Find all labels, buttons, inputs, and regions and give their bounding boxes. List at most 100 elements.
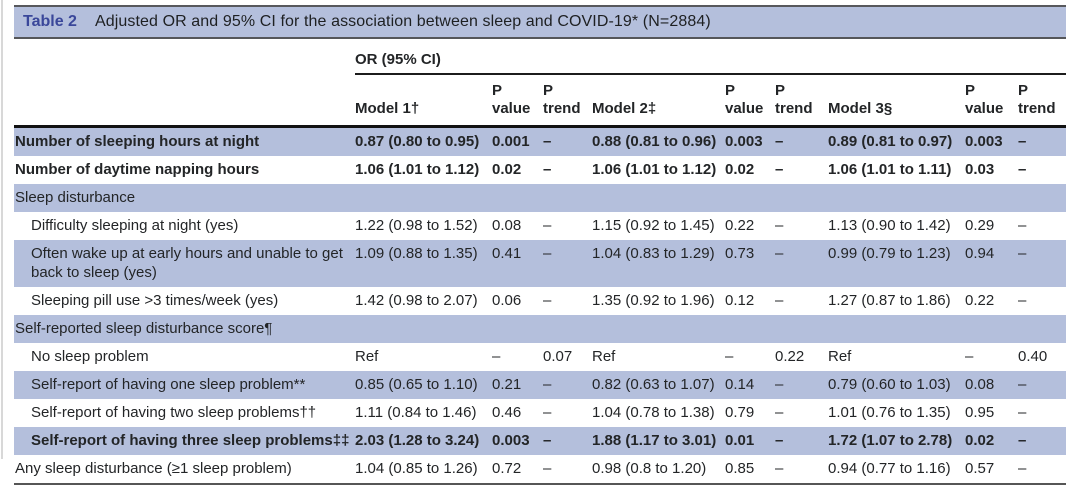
cell-value: – xyxy=(543,240,592,287)
cell-value: – xyxy=(1018,427,1067,455)
table-body: Number of sleeping hours at night 0.87 (0… xyxy=(14,126,1067,485)
cell-value: – xyxy=(775,292,784,309)
row-label: Sleeping pill use >3 times/week (yes) xyxy=(31,292,279,309)
cell-value: – xyxy=(725,348,734,365)
column-header: P value xyxy=(725,74,775,128)
cell-value: 1.42 (0.98 to 2.07) xyxy=(355,292,478,309)
cell-value: 0.21 xyxy=(492,371,543,399)
table-row: No sleep problem Ref – 0.07 Ref – 0.22 Ref – 0.40 xyxy=(14,343,1066,371)
cell-value: 0.02 xyxy=(965,427,1018,455)
row-label: No sleep problem xyxy=(31,348,149,365)
cell-value: – xyxy=(775,404,784,421)
cell-value: 0.01 xyxy=(725,427,775,455)
cell-value: 0.99 (0.79 to 1.23) xyxy=(828,240,965,287)
cell-value: – xyxy=(492,348,501,365)
column-header: Model 1† xyxy=(355,74,492,128)
cell-value: 1.09 (0.88 to 1.35) xyxy=(355,240,492,287)
table-row: Number of daytime napping hours 1.06 (1.0… xyxy=(14,156,1066,184)
column-header: P value xyxy=(965,74,1018,128)
cell-value: 0.003 xyxy=(725,126,775,156)
cell-value: 0.12 xyxy=(725,292,755,309)
cell-value: 0.02 xyxy=(725,161,755,178)
row-label: Often wake up at early hours and unable … xyxy=(14,240,355,287)
table-title-text: Adjusted OR and 95% CI for the associati… xyxy=(94,13,711,30)
cell-value: 1.06 (1.01 to 1.12) xyxy=(592,161,717,178)
cell-value: 1.22 (0.98 to 1.52) xyxy=(355,217,478,234)
cell-value: 1.15 (0.92 to 1.45) xyxy=(592,217,715,234)
cell-value: – xyxy=(1018,217,1027,234)
row-label: Number of sleeping hours at night xyxy=(14,126,355,156)
cell-value: 0.22 xyxy=(965,292,995,309)
cell-value: 1.06 (1.01 to 1.12) xyxy=(355,161,480,178)
cell-value: – xyxy=(1018,292,1027,309)
cell-value: 0.87 (0.80 to 0.95) xyxy=(355,126,492,156)
cell-value: Ref xyxy=(592,348,616,365)
section-header-row: Sleep disturbance xyxy=(14,184,1067,212)
cell-value: 0.85 (0.65 to 1.10) xyxy=(355,371,492,399)
cell-value: – xyxy=(543,126,592,156)
group-header-row: OR (95% CI) xyxy=(14,39,1067,75)
group-header-label: OR (95% CI) xyxy=(355,51,441,68)
section-header-filler xyxy=(355,184,1067,212)
cell-value: 2.03 (1.28 to 3.24) xyxy=(355,427,492,455)
cell-value: – xyxy=(1018,240,1067,287)
cell-value: 0.08 xyxy=(965,371,1018,399)
table-number-label: Table 2 xyxy=(23,13,77,30)
cell-value: 0.98 (0.8 to 1.20) xyxy=(592,455,725,485)
column-header: Model 3§ xyxy=(828,74,965,128)
cell-value: 0.02 xyxy=(492,161,522,178)
cell-value: 0.22 xyxy=(725,217,755,234)
cell-value: 1.35 (0.92 to 1.96) xyxy=(592,292,715,309)
cell-value: – xyxy=(775,371,828,399)
column-header: P trend xyxy=(1018,74,1067,128)
row-label: Self-report of having one sleep problem*… xyxy=(14,371,355,399)
cell-value: – xyxy=(543,371,592,399)
cell-value: Ref xyxy=(828,348,852,365)
row-label: Number of daytime napping hours xyxy=(15,161,260,178)
cell-value: – xyxy=(543,292,552,309)
cell-value: – xyxy=(543,404,552,421)
cell-value: – xyxy=(1018,161,1027,178)
cell-value: 0.40 xyxy=(1018,348,1048,365)
table-row: Self-report of having one sleep problem*… xyxy=(14,371,1067,399)
table-row: Sleeping pill use >3 times/week (yes) 1.4… xyxy=(14,287,1066,315)
cell-value: 0.85 xyxy=(725,455,775,485)
cell-value: – xyxy=(965,348,974,365)
cell-value: 0.82 (0.63 to 1.07) xyxy=(592,371,725,399)
cell-value: 1.88 (1.17 to 3.01) xyxy=(592,427,725,455)
table-row: Self-report of having three sleep proble… xyxy=(14,427,1067,455)
table-row: Difficulty sleeping at night (yes) 1.22 (… xyxy=(14,212,1066,240)
row-label: Self-reported sleep disturbance score¶ xyxy=(14,315,355,343)
table-title-bar: Table 2 Adjusted OR and 95% CI for the a… xyxy=(14,5,1066,39)
cell-value: 0.14 xyxy=(725,371,775,399)
table-row: Self-report of having two sleep problems… xyxy=(14,399,1066,427)
column-header: P value xyxy=(492,74,543,128)
cell-value: 0.94 (0.77 to 1.16) xyxy=(828,455,965,485)
cell-value: 1.11 (0.84 to 1.46) xyxy=(355,404,477,421)
column-header: P trend xyxy=(775,74,828,128)
row-label: Sleep disturbance xyxy=(14,184,355,212)
cell-value: – xyxy=(775,217,784,234)
cell-value: 1.13 (0.90 to 1.42) xyxy=(828,217,951,234)
section-header-filler xyxy=(355,315,1067,343)
cell-value: 0.07 xyxy=(543,348,573,365)
cell-value: – xyxy=(543,455,592,485)
cell-value: 0.72 xyxy=(492,455,543,485)
cell-value: 0.29 xyxy=(965,217,995,234)
cell-value: 0.79 xyxy=(725,404,755,421)
results-table: OR (95% CI) Model 1† P value P trend Model … xyxy=(14,39,1067,485)
cell-value: 1.01 (0.76 to 1.35) xyxy=(828,404,951,421)
cell-value: 0.001 xyxy=(492,126,543,156)
cell-value: Ref xyxy=(355,348,379,365)
section-header-row: Self-reported sleep disturbance score¶ xyxy=(14,315,1067,343)
cell-value: 0.57 xyxy=(965,455,1018,485)
cell-value: – xyxy=(775,161,784,178)
cell-value: – xyxy=(775,240,828,287)
cell-value: 1.04 (0.83 to 1.29) xyxy=(592,240,725,287)
cell-value: 0.46 xyxy=(492,404,522,421)
cell-value: – xyxy=(543,161,552,178)
group-header-spacer xyxy=(14,39,355,74)
cell-value: 1.27 (0.87 to 1.86) xyxy=(828,292,951,309)
row-label: Self-report of having three sleep proble… xyxy=(14,427,355,455)
